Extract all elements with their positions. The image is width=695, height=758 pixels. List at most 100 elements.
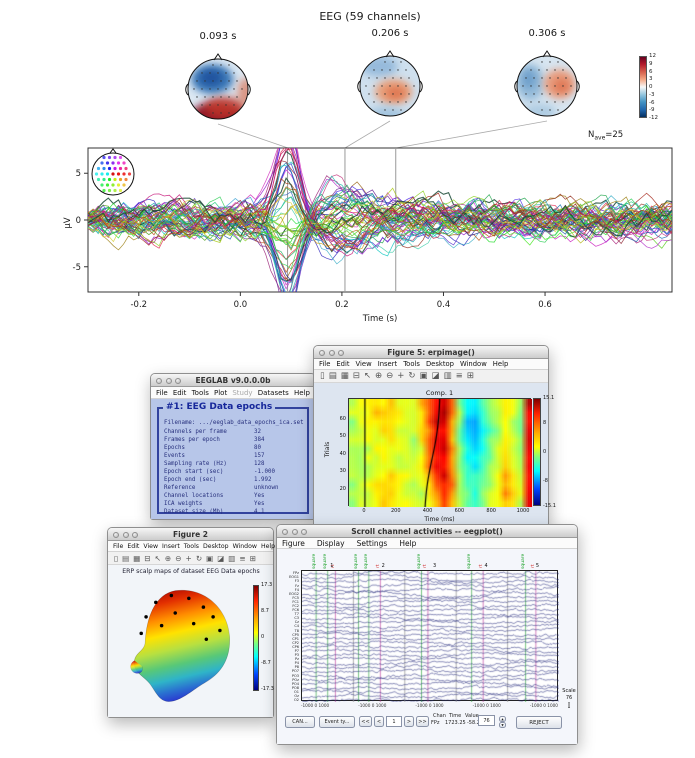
eegplot-window-zoom-button[interactable] bbox=[301, 528, 307, 535]
menu-item-view[interactable]: View bbox=[143, 542, 159, 550]
menu-item-plot[interactable]: Plot bbox=[214, 388, 228, 397]
data-cursor-icon[interactable]: ▣ bbox=[419, 371, 428, 381]
cancel-button[interactable]: CAN... bbox=[285, 716, 315, 728]
menu-item-window[interactable]: Window bbox=[459, 360, 487, 368]
menu-item-tools[interactable]: Tools bbox=[191, 388, 209, 397]
eegplot-canvas[interactable] bbox=[302, 571, 559, 702]
menu-item-desktop[interactable]: Desktop bbox=[425, 360, 454, 368]
channel-label-FPz: FPz bbox=[293, 571, 299, 576]
data-cursor-icon[interactable]: ▣ bbox=[206, 553, 214, 563]
figure5-window-zoom-button[interactable] bbox=[338, 349, 344, 356]
eeglab-body: #1: EEG Data epochs Filename: .../eeglab_… bbox=[151, 399, 315, 519]
print-icon[interactable]: ⊟ bbox=[352, 371, 360, 381]
info-value: 4.1 bbox=[254, 508, 265, 515]
menu-item-help[interactable]: Help bbox=[260, 542, 276, 550]
fast-forward-button[interactable]: >> bbox=[416, 716, 429, 727]
info-label: Dataset size (Mb) bbox=[164, 508, 224, 515]
figure5-window-titlebar[interactable]: Figure 5: erpimage() bbox=[314, 346, 548, 359]
menu-item-window[interactable]: Window bbox=[232, 542, 257, 550]
menu-item-help[interactable]: Help bbox=[492, 360, 509, 368]
zoom-in-icon[interactable]: ⊕ bbox=[164, 553, 172, 563]
step-back-button[interactable]: < bbox=[374, 716, 384, 727]
menu-item-view[interactable]: View bbox=[355, 360, 372, 368]
scale-edit[interactable]: 76 bbox=[478, 715, 495, 726]
rotate-3d-icon[interactable]: ↻ bbox=[408, 371, 416, 381]
menu-item-file[interactable]: File bbox=[156, 388, 168, 397]
figure2-window-close-button[interactable] bbox=[113, 531, 119, 538]
new-figure-icon[interactable]: ▯ bbox=[114, 553, 119, 563]
figure5-toolbar: ▯ ▤ ▦ ⊟ ↖ ⊕ ⊖ + ↻ ▣ ◪ ▥ ≡ ⊞ bbox=[314, 370, 548, 383]
eegplot-traces[interactable] bbox=[301, 570, 559, 702]
step-forward-button[interactable]: > bbox=[404, 716, 414, 727]
menu-item-edit[interactable]: Edit bbox=[172, 388, 187, 397]
menu-item-file[interactable]: File bbox=[319, 360, 331, 368]
figure2-window-minimize-button[interactable] bbox=[122, 531, 129, 538]
menu-item-desktop[interactable]: Desktop bbox=[203, 542, 229, 550]
menu-item-study[interactable]: Study bbox=[232, 388, 253, 397]
menu-item-insert[interactable]: Insert bbox=[162, 542, 180, 550]
evoked-colorbar-tick-5: -3 bbox=[649, 91, 655, 98]
figure2-window-zoom-button[interactable] bbox=[132, 531, 138, 538]
print-icon[interactable]: ⊟ bbox=[144, 553, 151, 563]
eeglab-window-zoom-button[interactable] bbox=[175, 377, 181, 384]
rewind-button[interactable]: << bbox=[359, 716, 372, 727]
zoom-in-icon[interactable]: ⊕ bbox=[375, 371, 383, 381]
save-figure-icon[interactable]: ▦ bbox=[133, 553, 141, 563]
open-file-icon[interactable]: ▤ bbox=[122, 553, 130, 563]
info-label: ICA weights bbox=[164, 500, 203, 507]
figure5-window-close-button[interactable] bbox=[319, 349, 325, 356]
menu-item-help[interactable]: Help bbox=[293, 388, 310, 397]
eeglab-window-minimize-button[interactable] bbox=[165, 377, 172, 384]
channel-label-FC1: FC1 bbox=[292, 599, 299, 604]
menu-item-figure[interactable]: Figure bbox=[282, 538, 305, 548]
dock-icon[interactable]: ⊞ bbox=[466, 371, 474, 381]
channel-label-T8: T8 bbox=[294, 628, 299, 633]
open-file-icon[interactable]: ▤ bbox=[328, 371, 337, 381]
legend-icon[interactable]: ≡ bbox=[455, 371, 463, 381]
menu-item-help[interactable]: Help bbox=[399, 538, 417, 548]
erpimage-heatmap bbox=[348, 398, 532, 507]
dock-icon[interactable]: ⊞ bbox=[249, 553, 256, 563]
spinner-up-button[interactable]: ▲ bbox=[499, 716, 506, 722]
menu-item-datasets[interactable]: Datasets bbox=[257, 388, 289, 397]
new-figure-icon[interactable]: ▯ bbox=[320, 371, 325, 381]
menu-item-edit[interactable]: Edit bbox=[127, 542, 140, 550]
rotate-3d-icon[interactable]: ↻ bbox=[195, 553, 203, 563]
figure2-window-titlebar[interactable]: Figure 2 bbox=[108, 528, 273, 541]
eegplot-window-titlebar[interactable]: Scroll channel activities -- eegplot() bbox=[277, 525, 577, 538]
menu-item-tools[interactable]: Tools bbox=[183, 542, 200, 550]
brush-icon[interactable]: ◪ bbox=[431, 371, 440, 381]
erpimage-canvas bbox=[349, 399, 532, 507]
colorbar-icon[interactable]: ▥ bbox=[228, 553, 236, 563]
legend-icon[interactable]: ≡ bbox=[239, 553, 246, 563]
edit-plot-icon[interactable]: ↖ bbox=[363, 371, 371, 381]
menu-item-file[interactable]: File bbox=[113, 542, 124, 550]
info-value: 80 bbox=[254, 444, 261, 451]
channel-label-P8: P8 bbox=[294, 665, 299, 670]
eegplot-window-menubar: Figure Display Settings Help bbox=[277, 538, 577, 549]
menu-item-tools[interactable]: Tools bbox=[403, 360, 420, 368]
menu-item-settings[interactable]: Settings bbox=[356, 538, 388, 548]
pan-icon[interactable]: + bbox=[397, 371, 405, 381]
menu-item-edit[interactable]: Edit bbox=[336, 360, 350, 368]
eegplot-window-close-button[interactable] bbox=[282, 528, 288, 535]
edit-plot-icon[interactable]: ↖ bbox=[154, 553, 161, 563]
event-types-button[interactable]: Event ty... bbox=[319, 716, 355, 728]
zoom-out-icon[interactable]: ⊖ bbox=[386, 371, 394, 381]
menu-item-insert[interactable]: Insert bbox=[377, 360, 398, 368]
info-value: Yes bbox=[254, 500, 265, 507]
svg-text:Time (s): Time (s) bbox=[362, 314, 398, 324]
spinner-down-button[interactable]: ▼ bbox=[499, 722, 506, 728]
menu-item-display[interactable]: Display bbox=[316, 538, 345, 548]
eegplot-window-minimize-button[interactable] bbox=[291, 528, 298, 535]
pan-icon[interactable]: + bbox=[185, 553, 192, 563]
eeglab-window-titlebar[interactable]: EEGLAB v9.0.0.0b bbox=[151, 374, 315, 387]
colorbar-icon[interactable]: ▥ bbox=[443, 371, 452, 381]
zoom-out-icon[interactable]: ⊖ bbox=[175, 553, 182, 563]
reject-button[interactable]: REJECT bbox=[516, 716, 562, 729]
brush-icon[interactable]: ◪ bbox=[217, 553, 225, 563]
figure5-window-minimize-button[interactable] bbox=[328, 349, 335, 356]
eeglab-window-close-button[interactable] bbox=[156, 377, 162, 384]
position-edit[interactable]: 1 bbox=[386, 716, 402, 727]
save-figure-icon[interactable]: ▦ bbox=[340, 371, 349, 381]
